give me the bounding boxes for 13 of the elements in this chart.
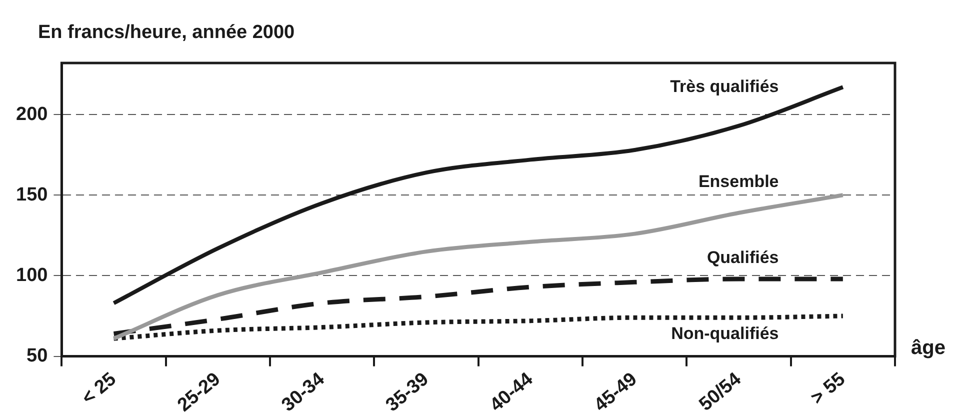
x-tick-label: < 25 xyxy=(78,368,121,409)
line-series xyxy=(112,193,845,341)
series-label: Très qualifiés xyxy=(670,77,779,96)
y-tick-label: 150 xyxy=(16,184,48,206)
x-axis-title: âge xyxy=(911,336,946,359)
series-label: Non-qualifiés xyxy=(671,324,779,343)
series-label: Ensemble xyxy=(698,172,779,192)
y-tick-label: 50 xyxy=(26,346,48,367)
x-tick-label: > 55 xyxy=(807,368,850,409)
series-label: Qualifiés xyxy=(706,248,779,268)
chart-title: En francs/heure, année 2000 xyxy=(38,22,295,44)
y-tick-label: 200 xyxy=(16,104,48,125)
y-tick-label: 100 xyxy=(16,264,48,286)
